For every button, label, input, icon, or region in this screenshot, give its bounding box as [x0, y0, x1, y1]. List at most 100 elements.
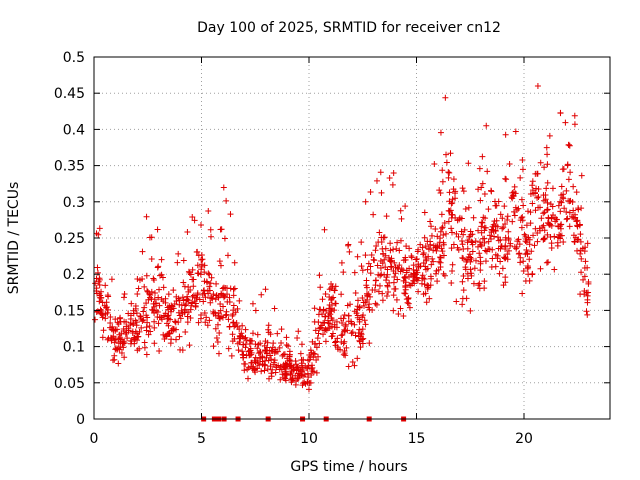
data-point	[438, 211, 445, 218]
data-point	[398, 265, 405, 272]
data-point	[232, 309, 239, 316]
data-point	[495, 198, 502, 205]
data-point	[393, 296, 400, 303]
data-point	[511, 183, 518, 190]
data-point	[195, 319, 202, 326]
data-point	[269, 348, 276, 355]
data-point	[201, 287, 208, 294]
data-point	[445, 174, 452, 181]
data-point	[383, 274, 390, 281]
data-point	[580, 276, 587, 283]
data-point	[116, 346, 123, 353]
data-point	[371, 286, 378, 293]
data-point	[328, 295, 335, 302]
data-point	[515, 251, 522, 258]
data-point	[481, 191, 488, 198]
data-point	[348, 330, 355, 337]
y-tick-label: 0.4	[63, 122, 85, 138]
data-point	[434, 278, 441, 285]
data-point	[285, 343, 292, 350]
data-point	[440, 270, 447, 277]
data-point	[520, 202, 527, 209]
data-point	[449, 229, 456, 236]
data-point	[326, 286, 333, 293]
data-point	[138, 315, 145, 322]
data-point	[522, 233, 529, 240]
data-point	[460, 245, 467, 252]
data-point	[160, 284, 167, 291]
data-point	[454, 244, 461, 251]
data-point	[215, 310, 222, 317]
data-point	[332, 339, 339, 346]
data-point	[453, 298, 460, 305]
data-point	[207, 226, 214, 233]
data-point	[354, 303, 361, 310]
data-point	[372, 277, 379, 284]
data-point	[313, 344, 320, 351]
data-point	[264, 366, 271, 373]
data-point	[406, 304, 413, 311]
data-point	[523, 222, 530, 229]
data-point	[566, 209, 573, 216]
data-point	[340, 269, 347, 276]
data-point	[148, 234, 155, 241]
data-point	[203, 314, 210, 321]
data-point	[581, 291, 588, 298]
data-point	[441, 219, 448, 226]
data-point	[305, 386, 312, 393]
data-point	[420, 249, 427, 256]
data-point	[191, 217, 198, 224]
data-point	[400, 257, 407, 264]
data-point	[529, 270, 536, 277]
data-point	[218, 226, 225, 233]
data-point	[258, 291, 265, 298]
data-point	[187, 287, 194, 294]
data-point	[194, 262, 201, 269]
data-point	[230, 292, 237, 299]
data-point	[468, 238, 475, 245]
data-point	[449, 211, 456, 218]
data-point	[540, 236, 547, 243]
data-point	[225, 345, 232, 352]
data-point	[145, 331, 152, 338]
data-point	[322, 290, 329, 297]
data-point	[437, 235, 444, 242]
data-point	[206, 317, 213, 324]
data-point	[382, 252, 389, 259]
data-point	[359, 340, 366, 347]
data-point	[476, 250, 483, 257]
data-point	[359, 267, 366, 274]
data-point	[459, 278, 466, 285]
data-point	[436, 187, 443, 194]
data-point	[548, 214, 555, 221]
data-point	[525, 264, 532, 271]
data-point	[544, 151, 551, 158]
data-point	[143, 312, 150, 319]
data-point	[206, 271, 213, 278]
data-point	[477, 267, 484, 274]
data-point	[443, 159, 450, 166]
data-point	[210, 291, 217, 298]
data-point	[351, 269, 358, 276]
data-point	[173, 298, 180, 305]
data-point	[409, 273, 416, 280]
data-point	[155, 320, 162, 327]
data-point	[541, 235, 548, 242]
data-point	[315, 330, 322, 337]
data-point	[278, 326, 285, 333]
data-point	[499, 225, 506, 232]
data-point	[184, 319, 191, 326]
data-point	[418, 275, 425, 282]
data-point	[355, 329, 362, 336]
data-point	[417, 241, 424, 248]
data-point	[478, 243, 485, 250]
data-point	[175, 319, 182, 326]
data-point	[275, 362, 282, 369]
data-point	[239, 348, 246, 355]
data-point	[230, 286, 237, 293]
data-point	[371, 257, 378, 264]
data-point	[446, 189, 453, 196]
data-point	[254, 365, 261, 372]
data-point	[524, 208, 531, 215]
data-point	[120, 338, 127, 345]
